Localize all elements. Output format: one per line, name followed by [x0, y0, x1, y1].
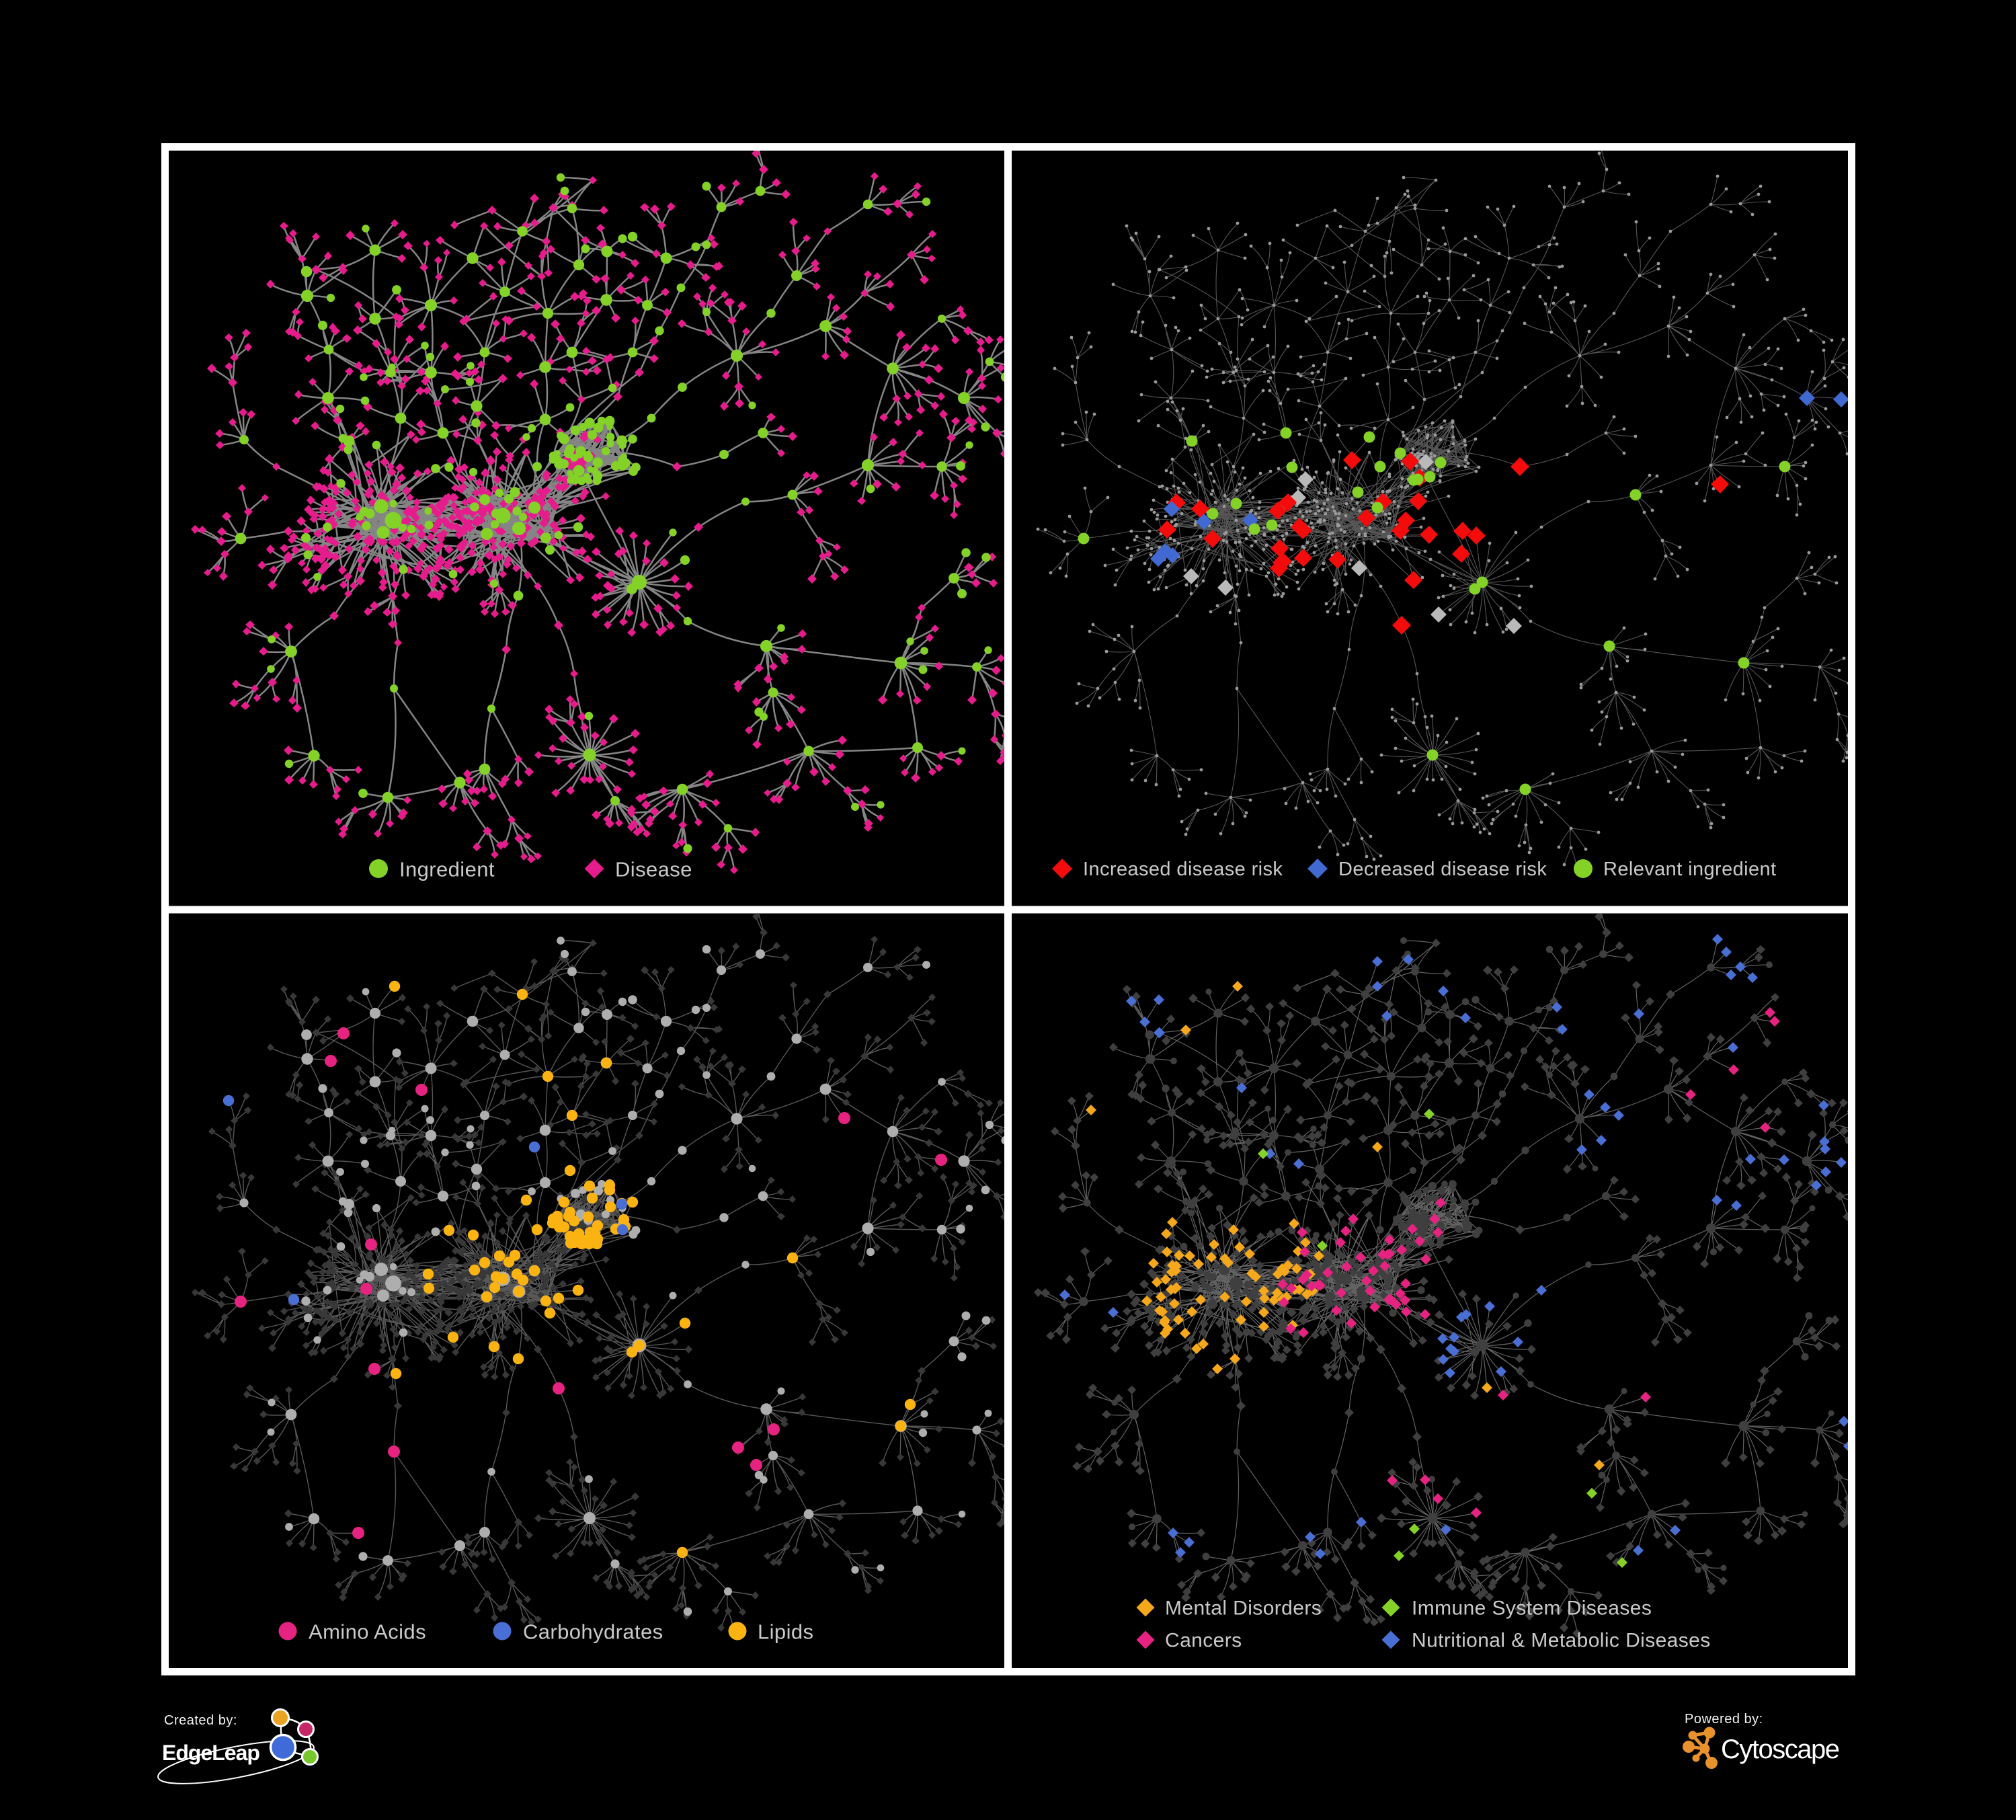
svg-text:Increased disease risk: Increased disease risk: [1083, 859, 1283, 880]
svg-text:Lipids: Lipids: [758, 1620, 813, 1644]
svg-text:Mental Disorders: Mental Disorders: [1165, 1597, 1322, 1620]
svg-text:Nutritional & Metabolic Diseas: Nutritional & Metabolic Diseases: [1412, 1630, 1711, 1652]
svg-text:Disease: Disease: [615, 858, 692, 881]
svg-text:Created by:: Created by:: [164, 1713, 237, 1728]
svg-text:Relevant ingredient: Relevant ingredient: [1603, 859, 1776, 880]
svg-text:Amino Acids: Amino Acids: [309, 1620, 426, 1644]
svg-text:Carbohydrates: Carbohydrates: [523, 1620, 663, 1644]
svg-text:Cytoscape: Cytoscape: [1721, 1735, 1839, 1764]
svg-text:Immune System Diseases: Immune System Diseases: [1412, 1597, 1652, 1620]
svg-text:Cancers: Cancers: [1165, 1630, 1242, 1652]
svg-text:Powered by:: Powered by:: [1685, 1712, 1763, 1727]
svg-text:Ingredient: Ingredient: [399, 858, 495, 881]
svg-text:Decreased disease risk: Decreased disease risk: [1338, 859, 1547, 880]
